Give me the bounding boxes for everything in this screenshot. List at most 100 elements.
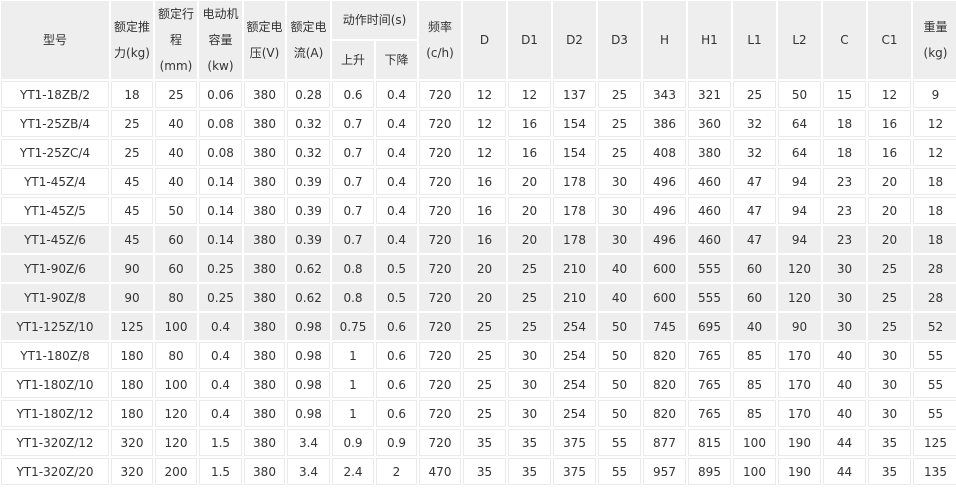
- table-cell: 120: [778, 284, 821, 311]
- table-cell: 820: [643, 371, 686, 398]
- table-cell: 0.7: [332, 226, 374, 253]
- table-cell: 375: [553, 458, 596, 485]
- table-cell: 470: [419, 458, 461, 485]
- table-cell: 180: [111, 371, 153, 398]
- table-cell: 90: [111, 284, 153, 311]
- table-cell: 28: [913, 255, 956, 282]
- table-cell: 20: [508, 168, 551, 195]
- table-cell: 30: [508, 371, 551, 398]
- table-cell: 12: [463, 139, 506, 166]
- table-cell: 35: [463, 429, 506, 456]
- table-cell: 25: [155, 81, 197, 108]
- table-cell: 30: [508, 400, 551, 427]
- table-cell: 0.25: [199, 255, 242, 282]
- table-cell: 35: [463, 458, 506, 485]
- table-cell: 85: [733, 400, 776, 427]
- header-weight: 重量 (kg): [913, 1, 956, 79]
- table-cell: 0.4: [376, 197, 417, 224]
- table-cell: 90: [111, 255, 153, 282]
- table-cell: 30: [823, 255, 866, 282]
- table-cell: 25: [463, 371, 506, 398]
- header-d: D: [463, 1, 506, 79]
- table-cell: 18: [913, 168, 956, 195]
- table-row: YT1-25ZC/4 25 40 0.08 380 0.32 0.7 0.4 720 12 16 15…: [1, 139, 956, 166]
- header-model: 型号: [1, 1, 109, 79]
- table-cell: 16: [868, 110, 911, 137]
- table-cell: 137: [553, 81, 596, 108]
- table-cell: 254: [553, 313, 596, 340]
- table-cell: 30: [508, 342, 551, 369]
- table-cell: 40: [823, 400, 866, 427]
- table-cell: 154: [553, 110, 596, 137]
- table-cell: 55: [913, 371, 956, 398]
- table-cell: 40: [155, 110, 197, 137]
- table-cell: 720: [419, 429, 461, 456]
- header-text: 电动机: [202, 7, 239, 21]
- table-cell: 3.4: [287, 429, 330, 456]
- table-cell: 18: [913, 197, 956, 224]
- table-cell: 380: [244, 110, 285, 137]
- table-cell: 2.4: [332, 458, 374, 485]
- table-cell: 30: [598, 226, 641, 253]
- table-cell: 60: [733, 284, 776, 311]
- table-row: YT1-25ZB/4 25 40 0.08 380 0.32 0.7 0.4 720 12 16 15…: [1, 110, 956, 137]
- table-cell: 720: [419, 139, 461, 166]
- table-cell: 18: [111, 81, 153, 108]
- table-cell: 0.98: [287, 400, 330, 427]
- table-cell: 50: [598, 400, 641, 427]
- table-cell: 380: [244, 284, 285, 311]
- table-cell: 25: [508, 313, 551, 340]
- table-cell: 64: [778, 139, 821, 166]
- table-cell: 125: [913, 429, 956, 456]
- table-cell: 80: [155, 342, 197, 369]
- table-cell: 254: [553, 400, 596, 427]
- table-cell: 320: [111, 458, 153, 485]
- table-cell: 0.9: [376, 429, 417, 456]
- table-cell: 0.32: [287, 110, 330, 137]
- table-cell: 0.5: [376, 255, 417, 282]
- table-cell: 16: [463, 168, 506, 195]
- table-cell: 50: [598, 371, 641, 398]
- table-cell: 40: [155, 139, 197, 166]
- table-cell: 25: [463, 400, 506, 427]
- table-cell: 178: [553, 168, 596, 195]
- table-cell: 380: [244, 400, 285, 427]
- table-cell: 877: [643, 429, 686, 456]
- table-cell: 18: [823, 110, 866, 137]
- table-cell: 80: [155, 284, 197, 311]
- table-cell: 320: [111, 429, 153, 456]
- table-cell: 90: [778, 313, 821, 340]
- table-cell: 720: [419, 313, 461, 340]
- table-cell: 0.6: [376, 342, 417, 369]
- table-cell: 55: [913, 400, 956, 427]
- table-cell: 720: [419, 168, 461, 195]
- table-cell: 0.7: [332, 139, 374, 166]
- table-cell: 120: [155, 429, 197, 456]
- table-cell: 895: [688, 458, 731, 485]
- table-cell: 180: [111, 400, 153, 427]
- table-cell: 0.8: [332, 255, 374, 282]
- table-cell: 25: [463, 342, 506, 369]
- table-cell: 28: [913, 284, 956, 311]
- table-cell: 0.98: [287, 313, 330, 340]
- table-cell: 25: [598, 81, 641, 108]
- header-voltage: 额定电 压(V): [244, 1, 285, 79]
- table-cell: 460: [688, 197, 731, 224]
- table-cell: 720: [419, 284, 461, 311]
- table-cell: 0.4: [376, 81, 417, 108]
- model-cell: YT1-25ZB/4: [1, 110, 109, 137]
- table-cell: 40: [733, 313, 776, 340]
- table-cell: 380: [244, 342, 285, 369]
- header-text: 压(V): [249, 46, 280, 60]
- table-cell: 408: [643, 139, 686, 166]
- table-cell: 120: [778, 255, 821, 282]
- table-cell: 0.98: [287, 342, 330, 369]
- header-text: (kg): [923, 46, 948, 60]
- table-cell: 55: [598, 429, 641, 456]
- table-cell: 720: [419, 371, 461, 398]
- table-cell: 0.7: [332, 168, 374, 195]
- table-cell: 25: [868, 313, 911, 340]
- table-cell: 100: [155, 371, 197, 398]
- table-cell: 695: [688, 313, 731, 340]
- table-cell: 343: [643, 81, 686, 108]
